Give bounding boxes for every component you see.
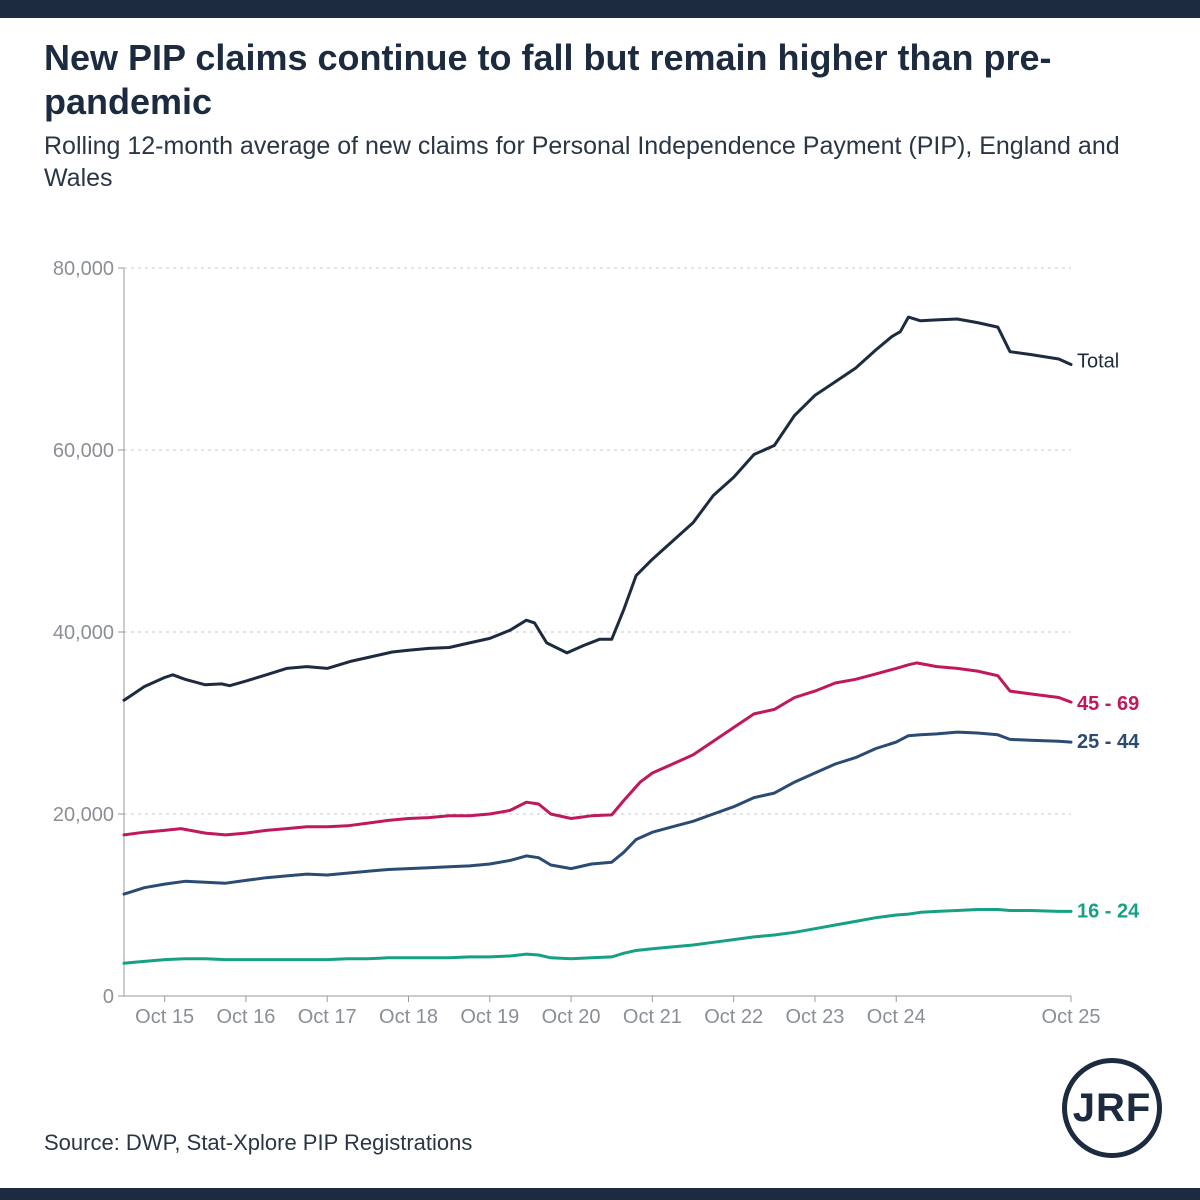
series-label: 16 - 24 [1077, 900, 1140, 922]
chart-subtitle: Rolling 12-month average of new claims f… [44, 132, 1120, 192]
x-tick-label: Oct 18 [379, 1006, 438, 1028]
y-tick-label: 40,000 [53, 622, 114, 644]
y-tick-label: 80,000 [53, 258, 114, 280]
x-tick-label: Oct 24 [867, 1006, 926, 1028]
series-label: Total [1077, 350, 1119, 372]
x-tick-label: Oct 23 [785, 1006, 844, 1028]
x-tick-label: Oct 21 [623, 1006, 682, 1028]
bottom-border [0, 1188, 1200, 1200]
series-line-16-24 [122, 908, 1073, 965]
x-tick-label: Oct 25 [1042, 1006, 1101, 1028]
chart-title: New PIP claims continue to fall but rema… [44, 37, 1052, 122]
top-border [0, 0, 1200, 18]
x-tick-label: Oct 15 [135, 1006, 194, 1028]
series-line-45-69 [122, 661, 1073, 837]
y-tick-label: 60,000 [53, 440, 114, 462]
x-tick-label: Oct 20 [542, 1006, 601, 1028]
y-tick-label: 0 [103, 986, 114, 1008]
x-tick-label: Oct 16 [216, 1006, 275, 1028]
series-line-25-44 [122, 730, 1073, 896]
line-chart: 0 20,000 40,000 60,000 80,000 Oct 15 Oct 16 Oct… [53, 258, 1140, 1028]
x-tick-label: Oct 17 [298, 1006, 357, 1028]
y-tick-label: 20,000 [53, 804, 114, 826]
series-label: 25 - 44 [1077, 731, 1140, 753]
source-note: Source: DWP, Stat-Xplore PIP Registratio… [44, 1130, 473, 1155]
x-tick-label: Oct 19 [460, 1006, 519, 1028]
jrf-logo: JRF [1062, 1058, 1162, 1158]
series-label: 45 - 69 [1077, 693, 1139, 715]
x-tick-label: Oct 22 [704, 1006, 763, 1028]
series-line-Total [122, 315, 1073, 702]
